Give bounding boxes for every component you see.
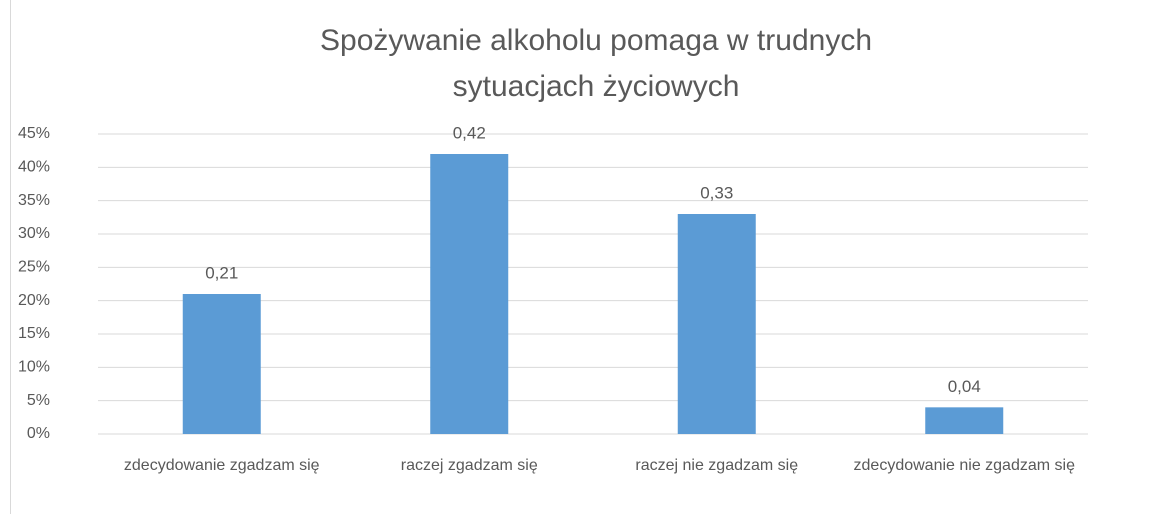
y-tick-label: 45% [18,125,50,142]
x-tick-label: raczej nie zgadzam się [635,457,799,474]
chart-title: Spożywanie alkoholu pomaga w trudnych sy… [320,24,872,103]
y-tick-label: 25% [18,259,50,276]
data-label: 0,33 [700,183,733,202]
y-tick-label: 15% [18,325,50,342]
y-tick-label: 0% [27,425,50,442]
x-tick-label: zdecydowanie nie zgadzam się [853,457,1075,474]
y-tick-label: 5% [27,392,50,409]
y-tick-label: 30% [18,225,50,242]
y-tick-label: 10% [18,359,50,376]
bar [430,154,509,434]
bar [677,214,756,434]
y-tick-label: 35% [18,192,50,209]
x-tick-label: raczej zgadzam się [400,457,538,474]
x-tick-label: zdecydowanie zgadzam się [123,457,320,474]
data-label: 0,04 [948,377,981,396]
y-tick-label: 40% [18,159,50,176]
data-label: 0,42 [453,123,486,142]
data-label: 0,21 [205,263,238,282]
bar [925,407,1004,434]
chart-border [10,0,11,514]
y-tick-label: 20% [18,292,50,309]
bar [182,294,261,434]
